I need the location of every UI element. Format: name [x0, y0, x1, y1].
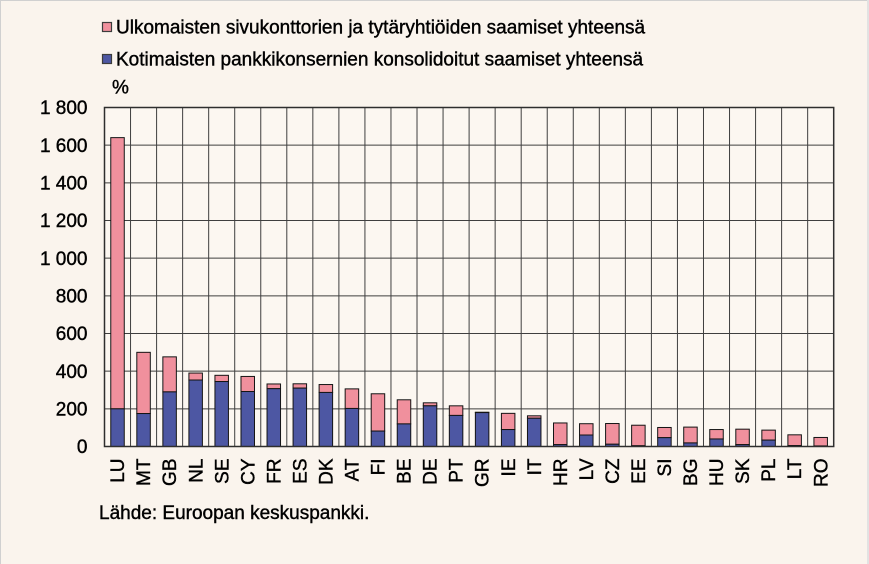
svg-text:AT: AT	[343, 458, 364, 481]
svg-text:1 600: 1 600	[40, 136, 88, 157]
svg-text:HU: HU	[707, 459, 728, 486]
svg-text:1 200: 1 200	[40, 211, 88, 232]
svg-text:Kotimaisten pankkikonsernien k: Kotimaisten pankkikonsernien konsolidoit…	[116, 50, 643, 71]
svg-text:200: 200	[56, 399, 88, 420]
svg-text:600: 600	[56, 324, 88, 345]
svg-text:CZ: CZ	[603, 458, 624, 484]
svg-text:RO: RO	[811, 459, 832, 488]
svg-text:NL: NL	[186, 459, 207, 483]
svg-text:GR: GR	[473, 459, 494, 488]
svg-text:1 800: 1 800	[40, 98, 88, 119]
svg-text:CY: CY	[238, 458, 259, 485]
svg-text:FR: FR	[264, 459, 285, 484]
svg-text:Lähde: Euroopan keskuspankki.: Lähde: Euroopan keskuspankki.	[99, 503, 369, 524]
svg-text:BG: BG	[681, 459, 702, 486]
svg-text:800: 800	[56, 286, 88, 307]
svg-text:IE: IE	[499, 459, 520, 477]
svg-text:DK: DK	[316, 458, 337, 485]
svg-text:EE: EE	[629, 459, 650, 484]
svg-text:1 400: 1 400	[40, 173, 88, 194]
svg-text:0: 0	[77, 437, 88, 458]
svg-text:SI: SI	[655, 459, 676, 477]
svg-text:%: %	[112, 78, 129, 99]
svg-text:Ulkomaisten sivukonttorien ja: Ulkomaisten sivukonttorien ja tytäryhtiö…	[116, 18, 646, 39]
svg-text:GB: GB	[160, 459, 181, 486]
svg-text:MT: MT	[134, 458, 155, 486]
svg-text:PT: PT	[447, 458, 468, 483]
svg-text:PL: PL	[759, 459, 780, 482]
svg-text:400: 400	[56, 362, 88, 383]
svg-text:FI: FI	[369, 459, 390, 476]
svg-text:DE: DE	[421, 459, 442, 485]
svg-text:LT: LT	[785, 458, 806, 479]
svg-text:HR: HR	[551, 459, 572, 486]
svg-text:IT: IT	[525, 458, 546, 475]
svg-text:LU: LU	[108, 459, 129, 483]
svg-text:BE: BE	[395, 459, 416, 484]
svg-text:SK: SK	[733, 458, 754, 484]
svg-text:SE: SE	[212, 459, 233, 484]
svg-text:1 000: 1 000	[40, 249, 88, 270]
svg-text:ES: ES	[290, 459, 311, 484]
svg-text:LV: LV	[577, 458, 598, 480]
